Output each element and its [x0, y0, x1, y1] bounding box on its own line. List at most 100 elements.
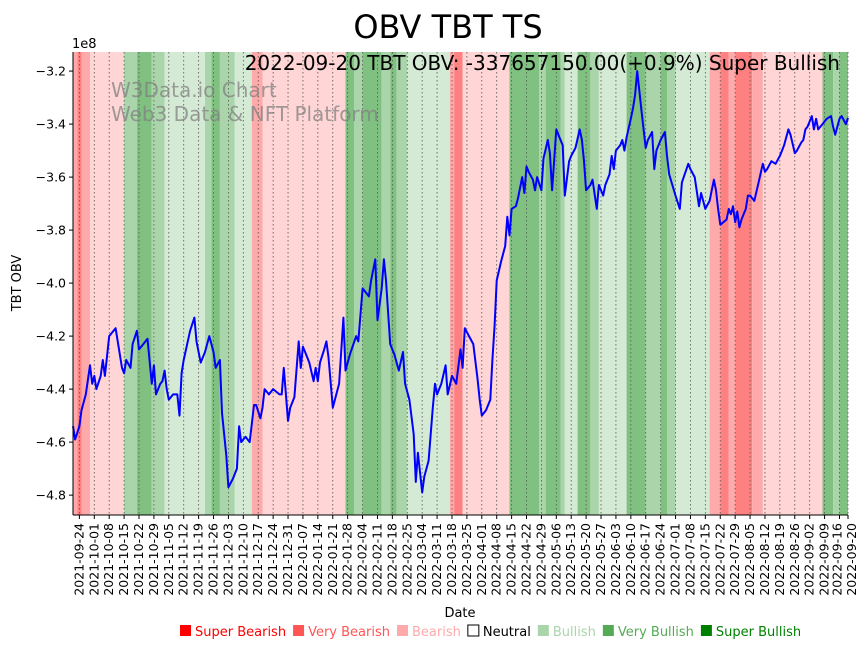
band-very-bullish — [645, 52, 661, 515]
legend-swatch — [396, 625, 408, 636]
band-very-bearish — [449, 52, 455, 515]
x-tick-label: 2021-11-19 — [191, 523, 206, 596]
y-scale-label: 1e8 — [72, 37, 97, 52]
band-very-bearish — [728, 52, 736, 515]
x-tick-label: 2021-11-12 — [176, 523, 191, 596]
legend-item: Super Bullish — [700, 625, 801, 640]
legend: Super Bearish Very Bearish Bearish Neutral B… — [180, 624, 801, 640]
x-tick-label: 2022-08-19 — [772, 523, 787, 596]
y-axis-label: TBT OBV — [10, 255, 25, 313]
y-tick-label: −4.6 — [36, 435, 66, 450]
band-super-bearish — [77, 52, 82, 515]
x-tick-label: 2022-07-15 — [697, 523, 712, 596]
band-very-bullish — [354, 52, 363, 515]
x-tick-label: 2022-09-09 — [817, 523, 832, 596]
band-super-bearish — [454, 52, 463, 515]
x-tick-label: 2021-11-05 — [161, 523, 176, 596]
band-very-bullish — [539, 52, 546, 515]
obv-line — [72, 70, 849, 494]
legend-swatch — [537, 625, 549, 636]
x-tick-label: 2022-05-27 — [593, 523, 608, 596]
y-tick-label: −4.4 — [36, 382, 66, 397]
x-tick-label: 2022-04-22 — [519, 523, 534, 596]
x-tick-label: 2022-07-01 — [668, 523, 683, 596]
x-tick-label: 2022-07-22 — [712, 523, 727, 596]
x-tick-label: 2021-12-24 — [265, 523, 280, 596]
y-tick-label: −3.4 — [36, 117, 66, 132]
band-very-bearish — [81, 52, 91, 515]
band-bearish — [462, 52, 510, 515]
x-tick-label: 2021-09-24 — [71, 523, 86, 596]
x-tick-label: 2022-01-14 — [310, 523, 325, 596]
band-very-bearish — [709, 52, 721, 515]
legend-item: Bullish — [537, 625, 596, 640]
y-tick-label: −4.8 — [36, 488, 66, 503]
legend-swatch — [293, 625, 305, 636]
legend-label: Bullish — [553, 625, 596, 640]
band-super-bullish — [577, 52, 591, 515]
legend-label: Bearish — [412, 625, 461, 640]
band-super-bullish — [626, 52, 646, 515]
x-tick-label: 2021-11-26 — [206, 523, 221, 596]
band-bearish — [762, 52, 823, 515]
legend-swatch — [180, 625, 191, 636]
x-tick-label: 2021-10-01 — [86, 523, 101, 596]
legend-item: Very Bullish — [602, 625, 694, 640]
x-tick-label: 2022-07-08 — [682, 523, 697, 596]
band-very-bullish — [205, 52, 212, 515]
legend-swatch — [602, 625, 614, 636]
band-very-bullish — [396, 52, 408, 515]
band-very-bullish — [219, 52, 235, 515]
x-tick-label: 2021-12-31 — [280, 523, 295, 596]
band-very-bearish — [73, 52, 78, 515]
x-tick-label: 2022-03-25 — [459, 523, 474, 596]
x-tick-label: 2022-02-25 — [399, 523, 414, 596]
band-super-bullish — [345, 52, 355, 515]
x-tick-label: 2022-05-06 — [548, 523, 563, 596]
legend-label: Very Bearish — [308, 625, 390, 640]
axes: 2021-09-24 2021-10-01 2021-10-08 2021-10-15… — [36, 52, 859, 596]
y-tick-label: −3.8 — [36, 223, 66, 238]
x-tick-label: 2022-06-24 — [653, 523, 668, 596]
x-tick-label: 2021-12-03 — [220, 523, 235, 596]
x-tick-label: 2022-08-12 — [757, 523, 772, 596]
legend-swatch — [467, 624, 480, 637]
x-tick-label: 2021-12-10 — [235, 523, 250, 596]
legend-item: Bearish — [396, 625, 461, 640]
x-tick-label: 2022-08-26 — [787, 523, 802, 596]
x-tick-label: 2022-01-07 — [295, 523, 310, 596]
x-tick-label: 2022-04-08 — [489, 523, 504, 596]
band-super-bullish — [362, 52, 382, 515]
x-tick-label: 2022-07-29 — [727, 523, 742, 596]
x-tick-label: 2022-04-01 — [474, 523, 489, 596]
band-super-bearish — [735, 52, 753, 515]
band-very-bullish — [560, 52, 565, 515]
band-very-bullish — [590, 52, 599, 515]
legend-label: Very Bullish — [618, 625, 694, 640]
band-bullish — [598, 52, 627, 515]
x-tick-label: 2022-02-18 — [384, 523, 399, 596]
band-super-bullish — [545, 52, 561, 515]
band-very-bullish — [151, 52, 165, 515]
band-super-bullish — [660, 52, 668, 515]
legend-label: Super Bullish — [716, 625, 801, 640]
band-super-bullish — [390, 52, 397, 515]
x-tick-label: 2022-01-28 — [340, 523, 355, 596]
x-tick-label: 2021-10-15 — [116, 523, 131, 596]
x-tick-label: 2022-09-16 — [829, 523, 844, 596]
band-super-bullish — [509, 52, 540, 515]
x-tick-label: 2022-06-17 — [638, 523, 653, 596]
y-tick-label: −3.6 — [36, 170, 66, 185]
y-tick-label: −4.2 — [36, 329, 66, 344]
legend-swatch — [700, 625, 712, 636]
band-super-bullish — [136, 52, 152, 515]
legend-label: Super Bearish — [195, 625, 286, 640]
band-very-bullish — [124, 52, 137, 515]
legend-label: Neutral — [483, 625, 531, 640]
band-very-bearish — [752, 52, 763, 515]
band-bearish — [90, 52, 125, 515]
x-tick-label: 2021-10-08 — [101, 523, 116, 596]
x-tick-label: 2022-01-21 — [325, 523, 340, 596]
band-bearish — [262, 52, 346, 515]
